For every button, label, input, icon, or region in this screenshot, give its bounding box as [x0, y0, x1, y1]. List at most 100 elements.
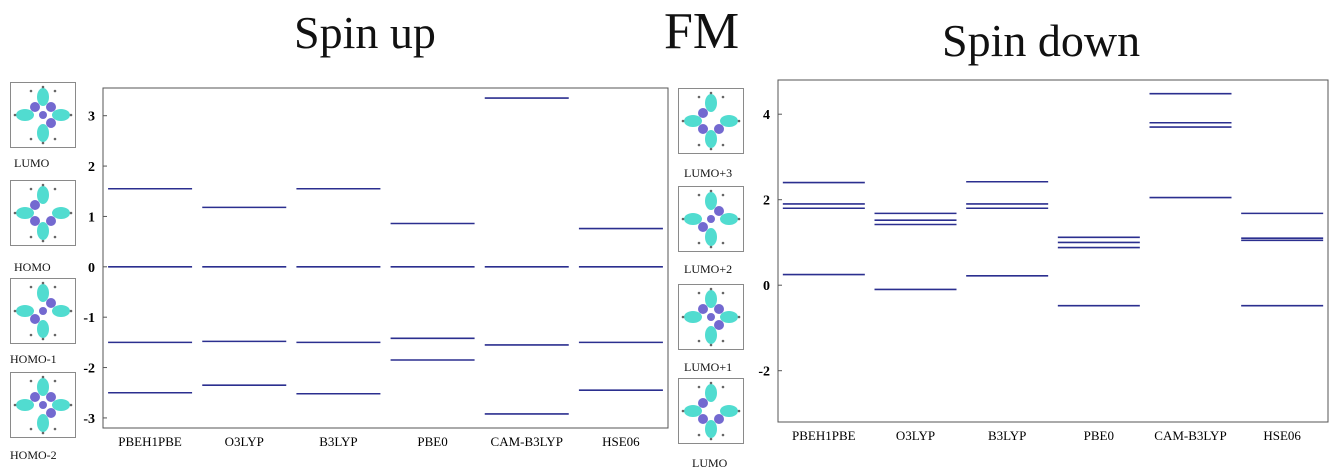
y-tick-label: -1	[83, 311, 95, 326]
atom-dot	[69, 403, 73, 407]
atom-dot	[53, 235, 57, 239]
orbital-lobe	[46, 392, 56, 402]
atom-dot	[29, 235, 33, 239]
atom-dot	[13, 211, 17, 215]
atom-dot	[29, 333, 33, 337]
orbital-lobe	[39, 401, 47, 409]
orbital-lobe	[16, 399, 34, 411]
orbital-homo-2-icon	[10, 372, 76, 438]
atom-dot	[721, 433, 725, 437]
orbital-lobe	[705, 290, 717, 308]
atom-dot	[697, 95, 701, 99]
orbital-lobe	[39, 307, 47, 315]
orbital-lobe	[684, 311, 702, 323]
orbital-lobe	[684, 213, 702, 225]
atom-dot	[697, 241, 701, 245]
orbital-lobe	[37, 124, 49, 142]
x-tick-label: CAM-B3LYP	[1154, 428, 1226, 443]
atom-dot	[737, 315, 741, 319]
atom-dot	[41, 431, 45, 435]
orbital-lobe	[37, 414, 49, 432]
orbital-lobe	[705, 326, 717, 344]
plot-frame	[777, 79, 1329, 423]
atom-dot	[29, 187, 33, 191]
atom-dot	[29, 427, 33, 431]
x-tick-label: HSE06	[602, 434, 640, 449]
atom-dot	[681, 119, 685, 123]
y-tick-label: 0	[88, 261, 95, 276]
plot-frame	[102, 87, 669, 429]
atom-dot	[709, 437, 713, 441]
atom-dot	[69, 113, 73, 117]
x-tick-label: B3LYP	[319, 434, 357, 449]
atom-dot	[13, 403, 17, 407]
atom-dot	[721, 291, 725, 295]
orbital-lobe	[16, 109, 34, 121]
x-tick-label: O3LYP	[896, 428, 935, 443]
y-tick-label: 2	[763, 194, 770, 209]
atom-dot	[721, 193, 725, 197]
orbital-lobe	[714, 304, 724, 314]
atom-dot	[29, 89, 33, 93]
atom-dot	[721, 95, 725, 99]
y-tick-label: 1	[88, 210, 95, 225]
atom-dot	[709, 189, 713, 193]
orbital-lobe	[705, 94, 717, 112]
atom-dot	[41, 337, 45, 341]
x-tick-label: HSE06	[1263, 428, 1301, 443]
orbital-lobe	[714, 414, 724, 424]
atom-dot	[697, 433, 701, 437]
orbital-lobe	[698, 222, 708, 232]
atom-dot	[737, 217, 741, 221]
atom-dot	[41, 375, 45, 379]
atom-dot	[41, 239, 45, 243]
y-tick-label: 2	[88, 160, 95, 175]
x-tick-label: PBEH1PBE	[118, 434, 182, 449]
orbital-lobe	[37, 88, 49, 106]
x-tick-label: PBE0	[417, 434, 447, 449]
atom-dot	[681, 217, 685, 221]
fm-title: FM	[664, 3, 740, 60]
orbital-homo-1-icon	[10, 278, 76, 344]
orbital-lobe	[720, 213, 738, 225]
orbital-lobe	[714, 320, 724, 330]
orbital-lumo+3-icon	[678, 88, 744, 154]
y-tick-label: 0	[763, 279, 770, 294]
atom-dot	[53, 379, 57, 383]
atom-dot	[41, 281, 45, 285]
atom-dot	[721, 143, 725, 147]
orbital-lumo+2-icon	[678, 186, 744, 252]
spin-up-title: Spin up	[294, 7, 436, 58]
orbital-lobe	[46, 408, 56, 418]
orbital-lobe	[52, 109, 70, 121]
atom-dot	[29, 285, 33, 289]
atom-dot	[709, 287, 713, 291]
orbital-lobe	[714, 206, 724, 216]
atom-dot	[709, 245, 713, 249]
orbital-lobe	[52, 305, 70, 317]
orbital-lobe	[16, 207, 34, 219]
atom-dot	[681, 315, 685, 319]
orbital-label: LUMO+1	[684, 360, 733, 374]
orbital-lobe	[684, 115, 702, 127]
orbital-shape	[13, 183, 73, 243]
orbital-lobe	[30, 314, 40, 324]
atom-dot	[53, 137, 57, 141]
orbital-lobe	[52, 399, 70, 411]
orbital-label: HOMO	[14, 260, 51, 274]
orbital-lobe	[37, 284, 49, 302]
orbital-lobe	[684, 405, 702, 417]
orbital-lobe	[52, 207, 70, 219]
orbital-lobe	[37, 186, 49, 204]
orbital-lobe	[698, 304, 708, 314]
orbital-lobe	[37, 378, 49, 396]
orbital-lumo-icon	[678, 378, 744, 444]
orbital-lumo-icon	[10, 82, 76, 148]
atom-dot	[709, 147, 713, 151]
atom-dot	[29, 137, 33, 141]
orbital-lobe	[46, 298, 56, 308]
orbital-lobe	[705, 192, 717, 210]
atom-dot	[41, 85, 45, 89]
atom-dot	[721, 339, 725, 343]
